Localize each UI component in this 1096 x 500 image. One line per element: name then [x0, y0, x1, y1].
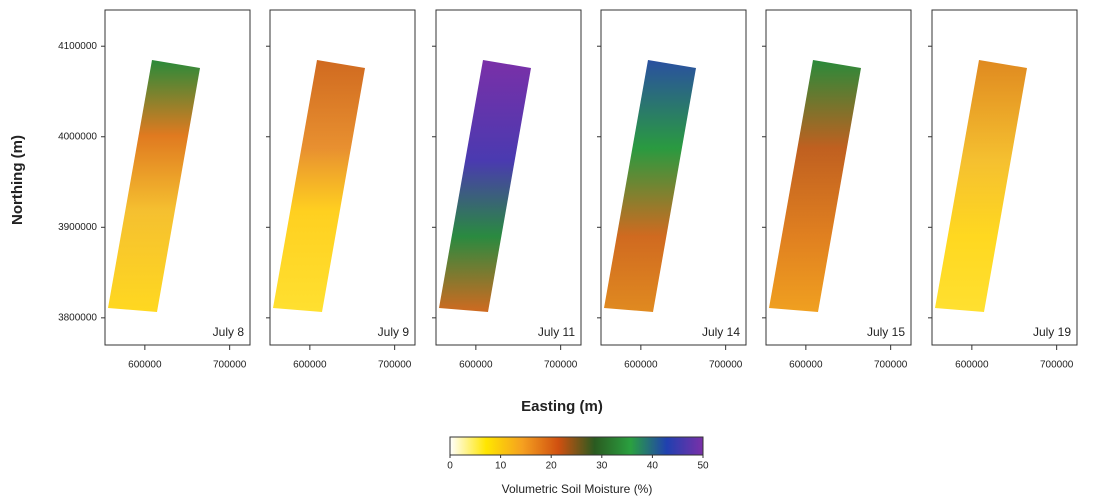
x-tick-label: 700000	[378, 360, 412, 371]
moisture-swath	[604, 60, 696, 312]
y-tick-label: 3800000	[58, 312, 97, 323]
x-axis-title: Easting (m)	[521, 398, 603, 415]
x-tick-label: 600000	[293, 360, 327, 371]
x-tick-label: 700000	[709, 360, 743, 371]
colorbar-tick-label: 10	[495, 461, 507, 472]
y-tick-label: 3900000	[58, 222, 97, 233]
panel-label: July 9	[378, 325, 410, 339]
moisture-swath	[935, 60, 1027, 312]
colorbar-tick-label: 40	[647, 461, 659, 472]
colorbar-title: Volumetric Soil Moisture (%)	[502, 482, 653, 496]
moisture-swath	[108, 60, 200, 312]
x-tick-label: 700000	[544, 360, 578, 371]
x-tick-label: 700000	[213, 360, 247, 371]
colorbar-tick-label: 30	[596, 461, 608, 472]
x-tick-label: 600000	[459, 360, 493, 371]
x-tick-label: 700000	[874, 360, 908, 371]
y-axis-title: Northing (m)	[9, 135, 26, 225]
panel-label: July 15	[867, 325, 905, 339]
moisture-swath	[439, 60, 531, 312]
y-tick-label: 4000000	[58, 131, 97, 142]
y-tick-label: 4100000	[58, 41, 97, 52]
panel-label: July 14	[702, 325, 740, 339]
x-tick-label: 600000	[789, 360, 823, 371]
panel-label: July 11	[538, 325, 575, 339]
x-tick-label: 600000	[624, 360, 658, 371]
x-tick-label: 600000	[955, 360, 989, 371]
x-tick-label: 700000	[1040, 360, 1074, 371]
panel-label: July 19	[1033, 325, 1071, 339]
colorbar-tick-label: 20	[546, 461, 558, 472]
colorbar	[449, 436, 704, 456]
x-tick-label: 600000	[128, 360, 162, 371]
panel-label: July 8	[213, 325, 245, 339]
colorbar-tick-label: 50	[697, 461, 709, 472]
colorbar-tick-label: 0	[447, 461, 453, 472]
moisture-swath	[769, 60, 861, 312]
moisture-swath	[273, 60, 365, 312]
